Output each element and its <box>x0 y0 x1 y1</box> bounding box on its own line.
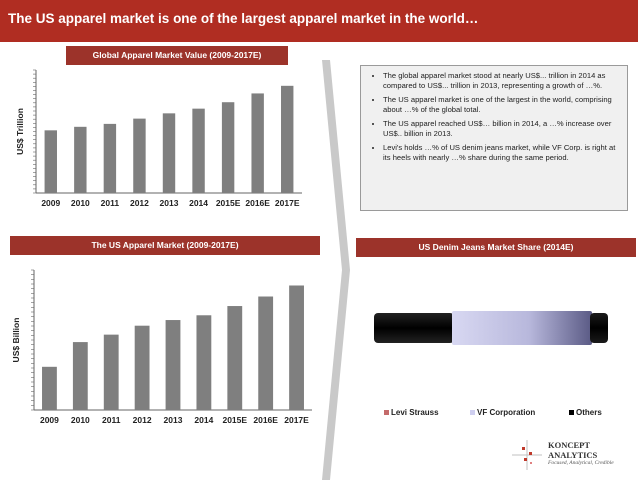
x-tick-label: 2009 <box>40 415 59 425</box>
bar <box>134 325 150 410</box>
bar <box>103 334 119 410</box>
legend-others: Others <box>569 408 602 417</box>
legend-vf-label: VF Corporation <box>477 408 536 417</box>
bar <box>74 126 87 193</box>
legend-levi-label: Levi Strauss <box>391 408 439 417</box>
logo-mark-icon <box>512 440 542 470</box>
legend-others-label: Others <box>576 408 602 417</box>
bar <box>44 130 57 193</box>
bar <box>133 118 146 193</box>
x-tick-label: 2016E <box>245 198 270 208</box>
bar <box>192 108 205 193</box>
x-tick-label: 2011 <box>102 415 121 425</box>
finding-item: Levi's holds …% of US denim jeans market… <box>383 143 619 163</box>
us-apparel-chart: 2009 2010 2011 2012 2013 2014 2015E 2016E 2017E U… <box>11 269 312 425</box>
y-axis-label: US$ Billion <box>11 318 21 363</box>
finding-item: The US apparel market is one of the larg… <box>383 95 619 115</box>
denim-chart-header: US Denim Jeans Market Share (2014E) <box>356 238 636 257</box>
levi-strauss-segment <box>374 313 454 343</box>
bar <box>251 93 264 193</box>
chevron-arrow-icon <box>322 60 350 480</box>
bar <box>42 366 57 410</box>
others-segment <box>590 313 608 343</box>
bar <box>162 113 176 193</box>
legend-levi-swatch <box>384 410 389 416</box>
title-bar: The US apparel market is one of the larg… <box>0 0 638 42</box>
denim-share-chart <box>374 311 608 345</box>
x-tick-label: 2014 <box>194 415 213 425</box>
x-tick-label: 2015E <box>222 415 247 425</box>
x-tick-label: 2009 <box>41 198 60 208</box>
logo-tagline: Focused, Analytical, Credible <box>548 460 614 466</box>
x-tick-label: 2014 <box>189 198 208 208</box>
us-chart-title: The US Apparel Market (2009-2017E) <box>91 240 239 250</box>
y-axis-label: US$ Trillion <box>15 108 25 155</box>
legend-vf-swatch <box>470 410 475 416</box>
x-tick-label: 2012 <box>130 198 149 208</box>
legend-levi: Levi Strauss <box>384 408 439 417</box>
x-tick-label: 2016E <box>253 415 278 425</box>
legend-others-swatch <box>569 410 574 416</box>
x-tick-label: 2010 <box>71 198 90 208</box>
bar <box>72 342 88 410</box>
bar <box>227 306 243 410</box>
x-tick-label: 2013 <box>164 415 183 425</box>
us-chart-header: The US Apparel Market (2009-2017E) <box>10 236 320 255</box>
global-chart-title: Global Apparel Market Value (2009-2017E) <box>92 50 262 60</box>
bar <box>281 85 294 193</box>
slide-title: The US apparel market is one of the larg… <box>8 11 479 26</box>
bar <box>103 123 117 193</box>
logo-name-line2: ANALYTICS <box>548 450 598 460</box>
x-tick-label: 2011 <box>101 198 120 208</box>
global-apparel-chart: 2009 2010 2011 2012 2013 2014 2015E 2016E 2017E U… <box>15 69 302 208</box>
x-tick-label: 2015E <box>216 198 241 208</box>
logo-name-line1: KONCEPT <box>548 440 591 450</box>
bar <box>221 102 235 193</box>
x-tick-label: 2012 <box>133 415 152 425</box>
company-logo: KONCEPT ANALYTICS Focused, Analytical, C… <box>510 438 614 472</box>
global-chart-header: Global Apparel Market Value (2009-2017E) <box>66 46 288 65</box>
bar <box>165 320 181 410</box>
x-tick-label: 2013 <box>160 198 179 208</box>
key-findings-box: The global apparel market stood at nearl… <box>360 65 628 211</box>
denim-chart-title: US Denim Jeans Market Share (2014E) <box>418 242 574 252</box>
x-tick-label: 2010 <box>71 415 90 425</box>
logo-name: KONCEPT ANALYTICS <box>548 440 597 460</box>
finding-item: The global apparel market stood at nearl… <box>383 71 619 91</box>
vf-corporation-segment <box>452 311 592 345</box>
x-tick-label: 2017E <box>284 415 309 425</box>
bar <box>289 285 304 410</box>
bar <box>258 296 274 410</box>
bar <box>196 315 212 410</box>
x-tick-label: 2017E <box>275 198 300 208</box>
legend-vf: VF Corporation <box>470 408 535 417</box>
finding-item: The US apparel reached US$… billion in 2… <box>383 119 619 139</box>
